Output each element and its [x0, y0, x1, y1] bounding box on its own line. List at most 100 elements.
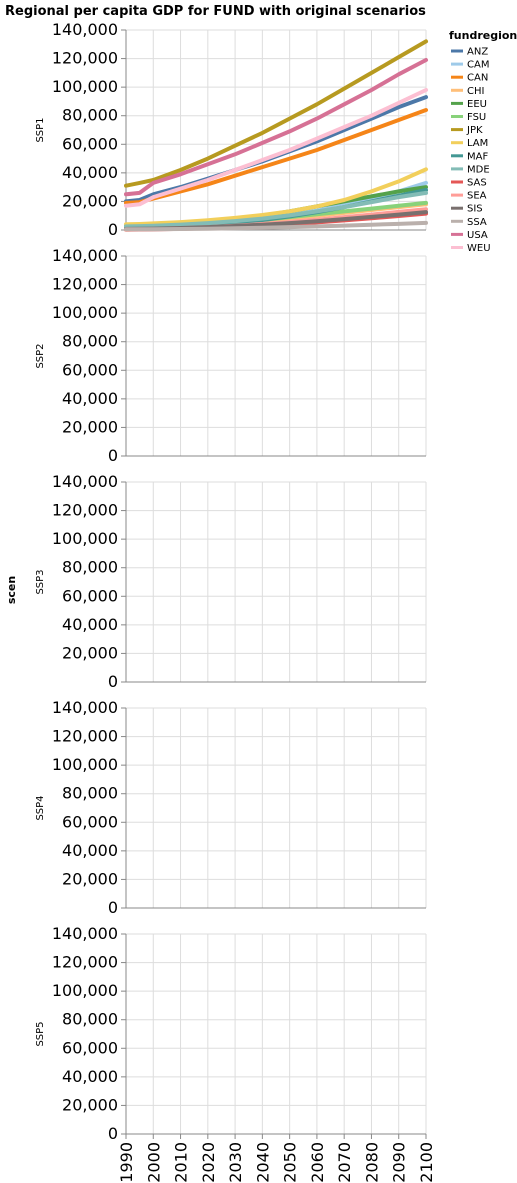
y-tick-label: 40,000 — [62, 615, 118, 634]
y-tick-label: 100,000 — [52, 981, 118, 1000]
legend-label: FSU — [467, 112, 486, 123]
legend-item-anz: ANZ — [451, 47, 488, 58]
legend-item-sea: SEA — [451, 191, 487, 202]
facet-panels: 0 20,000 40,000 60,000 80,000 100,000 120,000 1… — [35, 20, 436, 1183]
panel-ssp4: 0 20,000 40,000 60,000 80,000 100,000 120,000 1… — [35, 698, 427, 917]
legend-label: MAF — [467, 151, 488, 162]
y-tick-label: 20,000 — [62, 643, 118, 662]
series-line-mde — [124, 190, 428, 229]
y-tick-label: 140,000 — [52, 472, 118, 491]
legend-label: WEU — [467, 243, 491, 254]
x-tick-label: 2100 — [417, 1142, 436, 1183]
x-tick-label: 2080 — [362, 1142, 381, 1183]
y-tick-label: 20,000 — [62, 191, 118, 210]
y-tick-label: 0 — [108, 220, 118, 239]
legend-label: CHI — [467, 86, 484, 97]
series-line-lam — [124, 167, 428, 227]
series-line-jpk — [124, 39, 428, 188]
legend-label: CAN — [467, 73, 488, 84]
legend-label: CAM — [467, 60, 489, 71]
y-tick-label: 0 — [108, 1124, 118, 1143]
y-tick-label: 60,000 — [62, 812, 118, 831]
legend-item-can: CAN — [451, 73, 488, 84]
row-label: SSP3 — [35, 569, 46, 594]
y-tick-label: 100,000 — [52, 303, 118, 322]
x-tick-label: 2040 — [253, 1142, 272, 1183]
legend-label: SIS — [467, 204, 483, 215]
series-line-weu — [124, 88, 428, 208]
y-tick-label: 60,000 — [62, 360, 118, 379]
legend-item-lam: LAM — [451, 138, 488, 149]
legend-item-weu: WEU — [451, 243, 491, 254]
x-tick-label: 2070 — [335, 1142, 354, 1183]
legend-item-maf: MAF — [451, 151, 488, 162]
row-label: SSP1 — [35, 117, 46, 142]
legend-item-cam: CAM — [451, 60, 489, 71]
y-tick-label: 60,000 — [62, 1038, 118, 1057]
legend-item-chi: CHI — [451, 86, 484, 97]
x-tick-label: 2010 — [172, 1142, 191, 1183]
y-tick-label: 80,000 — [62, 106, 118, 125]
x-tick-label: 2000 — [144, 1142, 163, 1183]
y-tick-label: 120,000 — [52, 49, 118, 68]
x-tick-label: 2090 — [390, 1142, 409, 1183]
legend-item-eeu: EEU — [451, 99, 487, 110]
y-tick-label: 120,000 — [52, 953, 118, 972]
y-tick-label: 20,000 — [62, 1095, 118, 1114]
row-label: SSP4 — [35, 795, 46, 820]
x-tick-label: 2030 — [226, 1142, 245, 1183]
x-tick-label: 2050 — [281, 1142, 300, 1183]
y-tick-label: 20,000 — [62, 869, 118, 888]
y-tick-label: 100,000 — [52, 77, 118, 96]
legend-item-mde: MDE — [451, 164, 490, 175]
y-tick-label: 0 — [108, 446, 118, 465]
legend-item-ssa: SSA — [451, 217, 487, 228]
y-tick-label: 40,000 — [62, 841, 118, 860]
legend-label: LAM — [467, 138, 488, 149]
y-tick-label: 140,000 — [52, 246, 118, 265]
y-tick-label: 120,000 — [52, 727, 118, 746]
legend-label: SAS — [467, 178, 487, 189]
y-tick-label: 40,000 — [62, 389, 118, 408]
y-tick-label: 120,000 — [52, 275, 118, 294]
y-tick-label: 60,000 — [62, 134, 118, 153]
y-tick-label: 100,000 — [52, 755, 118, 774]
y-tick-label: 80,000 — [62, 558, 118, 577]
legend-item-usa: USA — [451, 230, 488, 241]
row-label: SSP5 — [35, 1021, 46, 1046]
legend-label: SEA — [467, 191, 487, 202]
legend: ANZ CAM CAN CHI EEU FSU JPK LAM MAF MDE SAS SEA SIS S… — [451, 47, 491, 254]
legend-label: ANZ — [467, 47, 488, 58]
y-tick-label: 140,000 — [52, 924, 118, 943]
chart-title: Regional per capita GDP for FUND with or… — [5, 4, 426, 19]
y-tick-label: 80,000 — [62, 784, 118, 803]
y-tick-label: 40,000 — [62, 1067, 118, 1086]
y-tick-label: 20,000 — [62, 417, 118, 436]
row-axis-title: scen — [5, 576, 18, 604]
panel-ssp2: 0 20,000 40,000 60,000 80,000 100,000 120,000 1… — [35, 246, 427, 465]
x-tick-label: 2020 — [199, 1142, 218, 1183]
y-tick-label: 0 — [108, 672, 118, 691]
series-line-usa — [124, 58, 428, 197]
y-tick-label: 60,000 — [62, 586, 118, 605]
legend-label: MDE — [467, 164, 490, 175]
y-tick-label: 80,000 — [62, 1010, 118, 1029]
panel-ssp5: 0 20,000 40,000 60,000 80,000 100,000 120,000 1… — [35, 924, 436, 1183]
y-tick-label: 0 — [108, 898, 118, 917]
y-tick-label: 140,000 — [52, 698, 118, 717]
panel-ssp3: 0 20,000 40,000 60,000 80,000 100,000 120,000 1… — [35, 472, 427, 691]
legend-item-fsu: FSU — [451, 112, 486, 123]
y-tick-label: 100,000 — [52, 529, 118, 548]
series-line-ssa — [124, 220, 428, 232]
x-tick-label: 1990 — [117, 1142, 136, 1183]
y-tick-label: 80,000 — [62, 332, 118, 351]
x-tick-label: 2060 — [308, 1142, 327, 1183]
row-label: SSP2 — [35, 343, 46, 368]
legend-label: EEU — [467, 99, 487, 110]
legend-label: JPK — [466, 125, 483, 136]
panel-ssp1: 0 20,000 40,000 60,000 80,000 100,000 120,000 1… — [35, 20, 428, 239]
legend-title: fundregion — [449, 29, 517, 42]
y-tick-label: 140,000 — [52, 20, 118, 39]
y-tick-label: 40,000 — [62, 163, 118, 182]
